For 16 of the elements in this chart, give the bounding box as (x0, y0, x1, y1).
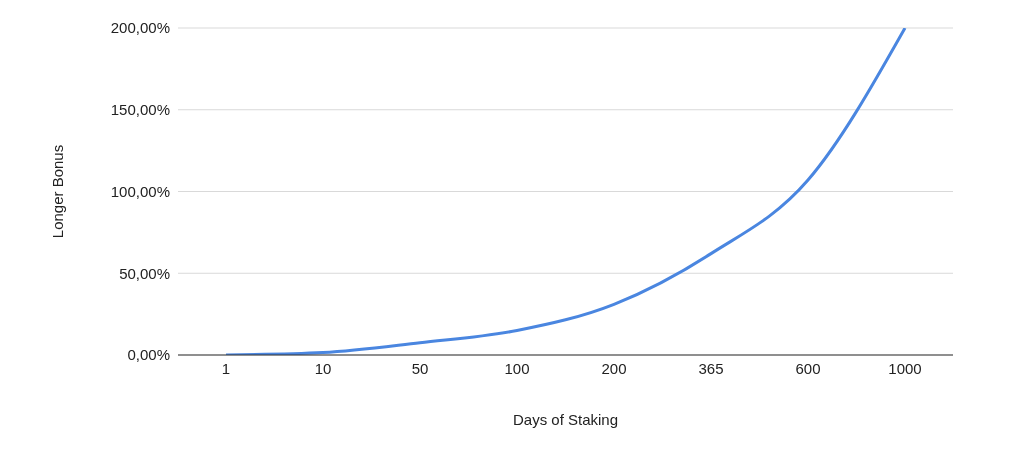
line-series (224, 28, 907, 355)
x-tick-label: 1000 (888, 359, 922, 377)
y-axis-title: Longer Bonus (49, 144, 67, 239)
y-tick-label: 100,00% (110, 182, 170, 200)
x-tick-label: 365 (698, 359, 724, 377)
x-tick-label: 50 (411, 359, 429, 377)
y-tick-label: 200,00% (110, 19, 170, 37)
y-tick-label: 150,00% (110, 101, 170, 119)
y-tick-label: 0,00% (127, 346, 170, 364)
x-tick-label: 10 (314, 359, 332, 377)
x-tick-label: 200 (601, 359, 627, 377)
x-tick-label: 1 (221, 359, 231, 377)
x-axis-title: Days of Staking (512, 411, 619, 428)
x-tick-label: 600 (795, 359, 821, 377)
x-tick-label: 100 (504, 359, 530, 377)
y-tick-label: 50,00% (119, 264, 170, 282)
